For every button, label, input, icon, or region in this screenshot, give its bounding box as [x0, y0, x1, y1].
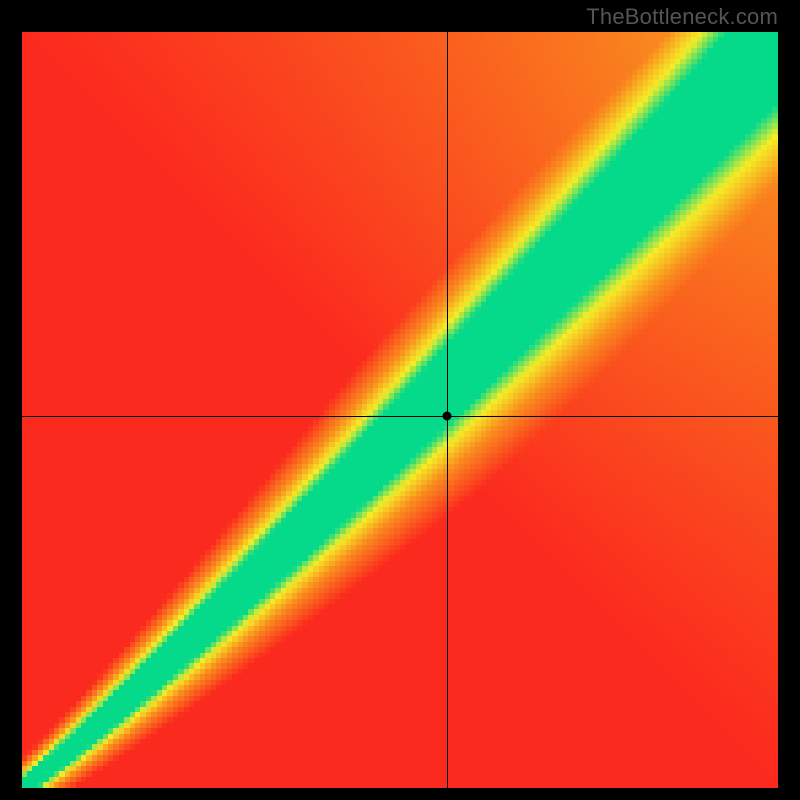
plot-area	[22, 32, 778, 788]
crosshair-horizontal	[22, 416, 778, 417]
heatmap-canvas	[22, 32, 778, 788]
chart-container: TheBottleneck.com	[0, 0, 800, 800]
attribution-text: TheBottleneck.com	[586, 4, 778, 30]
crosshair-vertical	[447, 32, 448, 788]
crosshair-marker	[442, 412, 451, 421]
